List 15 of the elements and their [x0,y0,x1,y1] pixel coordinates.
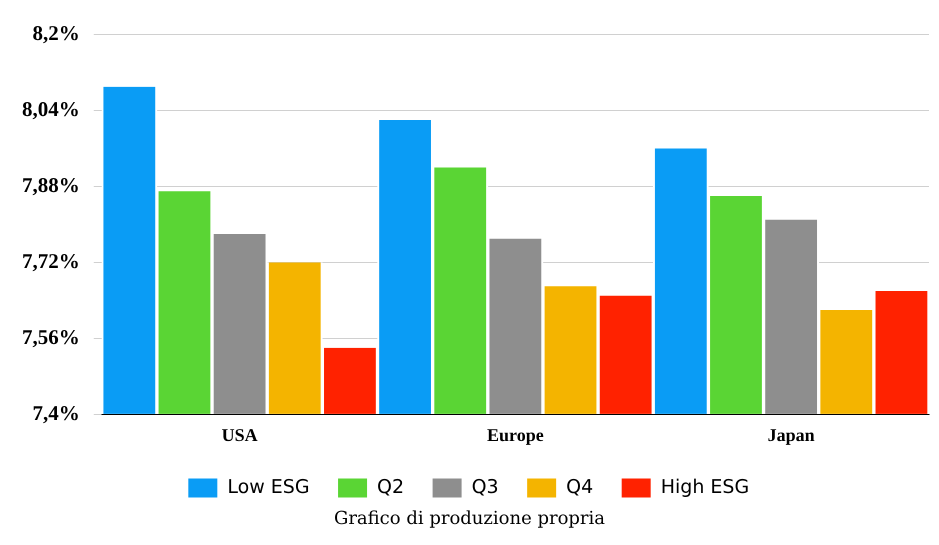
legend-label: Low ESG [227,476,310,498]
y-tick-label: 7,56% [22,324,80,349]
y-tick-label: 8,04% [22,96,80,121]
text: Grafico di produzione propria [332,508,606,529]
legend-label: Q3 [472,476,499,498]
x-tick-label: Europe [487,424,544,445]
y-tick-label: 7,88% [22,172,80,197]
legend-label: High ESG [660,476,750,498]
y-tick-label: 7,4% [32,400,80,425]
x-tick-label: USA [222,424,258,445]
legend-label: Q4 [566,476,594,498]
legend-label: Q2 [377,476,404,498]
y-tick-label: 8,2% [32,21,80,46]
y-tick-label: 7,72% [22,248,80,273]
x-tick-label: Japan [768,424,815,445]
